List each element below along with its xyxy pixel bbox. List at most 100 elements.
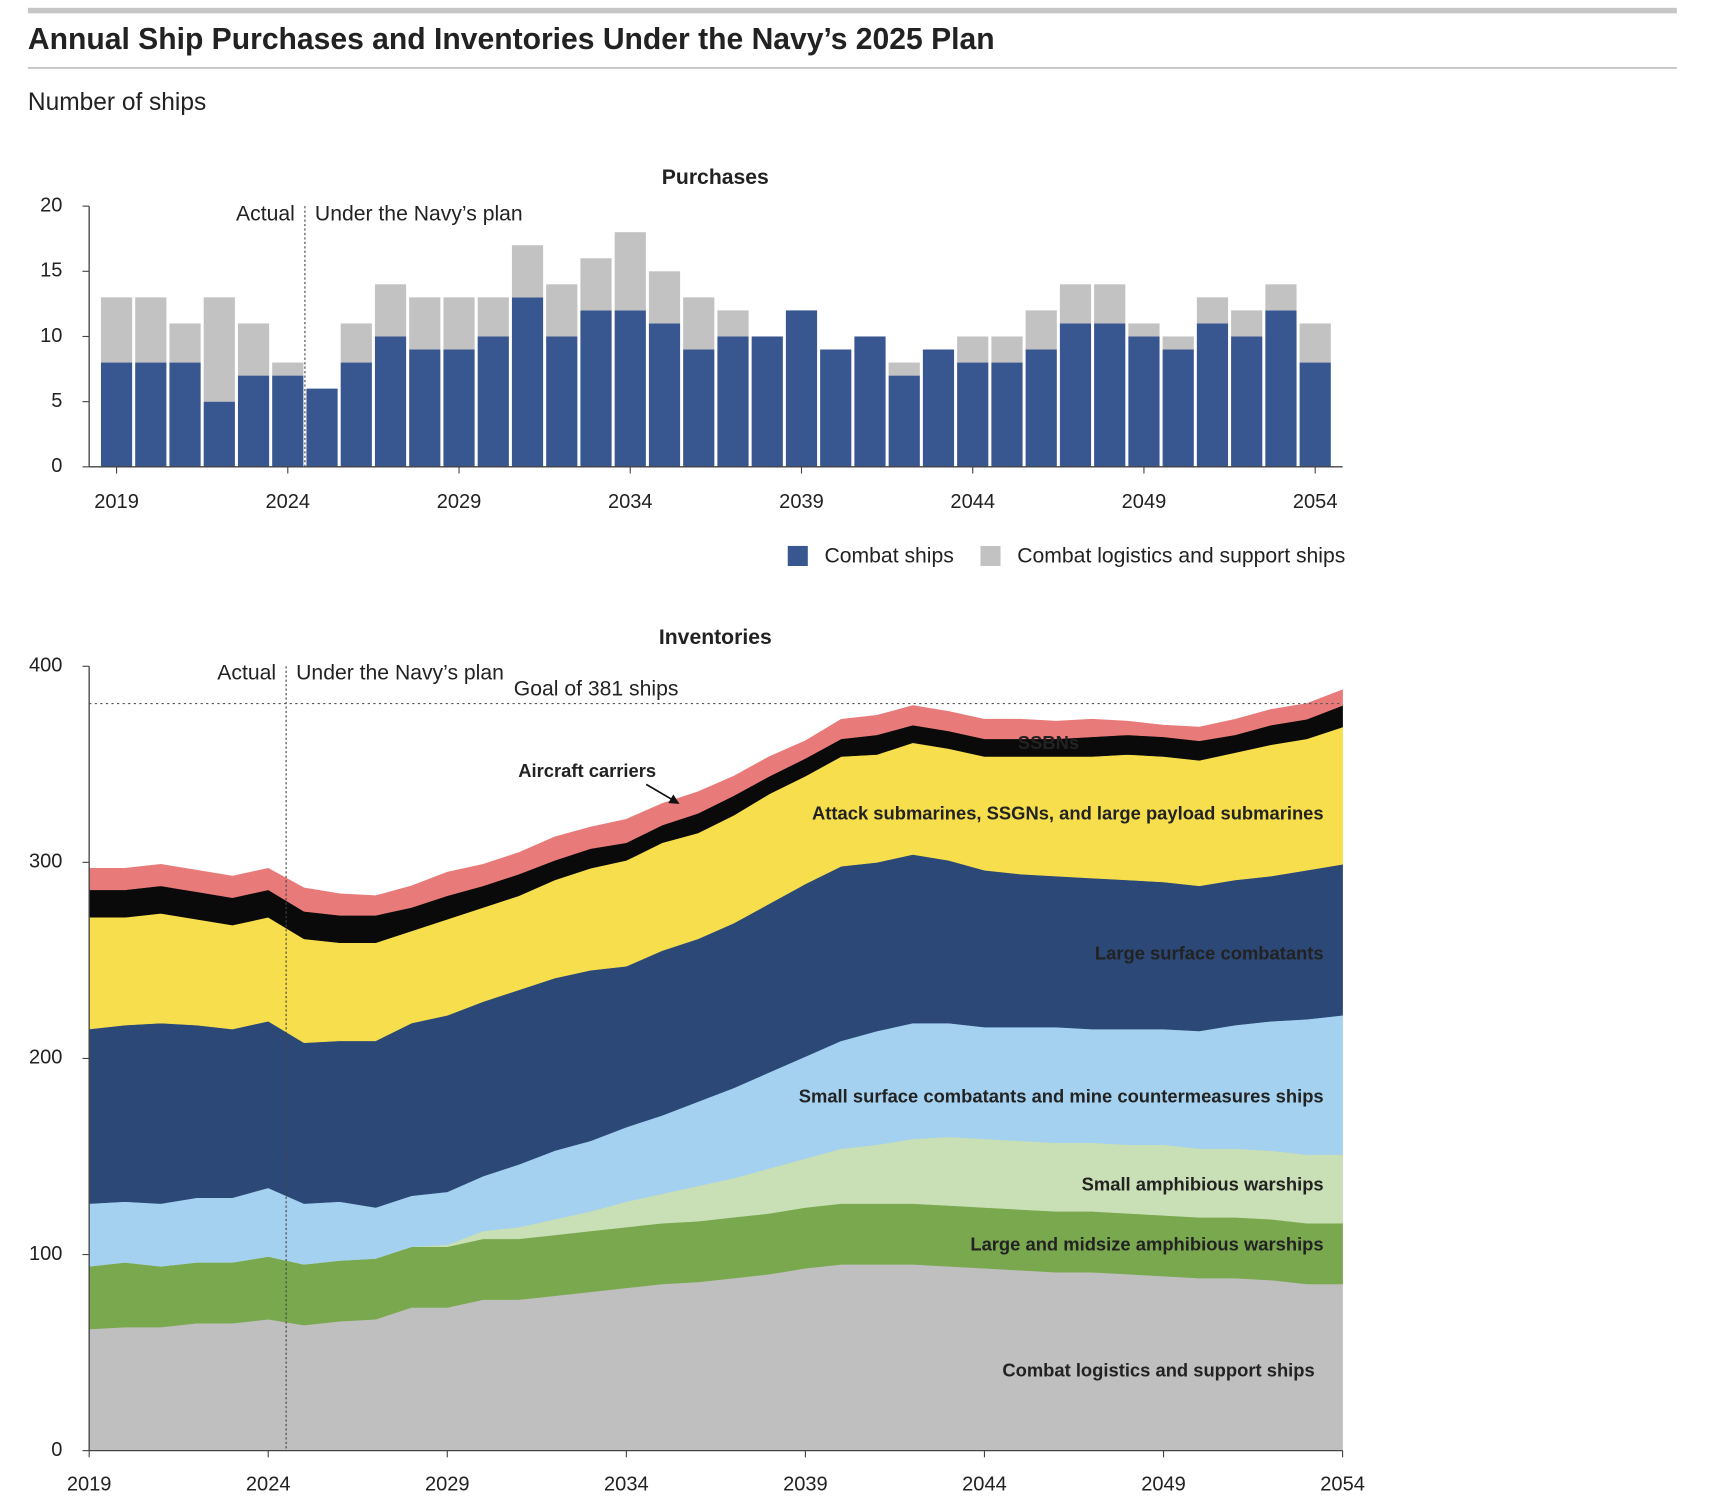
bar-segment [511, 245, 544, 298]
page-title: Annual Ship Purchases and Inventories Un… [28, 23, 995, 56]
bar-segment [306, 388, 338, 467]
x-tick-label: 2054 [1293, 491, 1338, 513]
bar-segment [237, 323, 270, 376]
bar-segment [888, 362, 920, 376]
x-tick-label: 2044 [950, 491, 995, 513]
plot-title: Inventories [659, 626, 772, 649]
y-tick-label: 300 [29, 851, 62, 873]
bar-segment [1094, 323, 1126, 467]
legend-label: Combat logistics and support ships [1017, 545, 1345, 568]
x-tick-label: 2044 [962, 1473, 1007, 1495]
series-label: Attack submarines, SSGNs, and large payl… [812, 802, 1324, 823]
bar-segment [272, 362, 304, 376]
bar-segment [237, 375, 270, 467]
bar-segment [374, 336, 407, 467]
bar-segment [340, 323, 372, 363]
bar-segment [580, 258, 612, 311]
bar-segment [546, 284, 578, 337]
bar-segment [820, 349, 852, 467]
bar-segment [648, 323, 681, 467]
bar-segment [169, 323, 201, 363]
x-tick-label: 2034 [608, 491, 653, 513]
x-tick-label: 2029 [437, 491, 482, 513]
header-bar [27, 7, 1677, 14]
x-tick-label: 2024 [246, 1473, 291, 1495]
legend-swatch [980, 545, 1001, 566]
series-label: Combat logistics and support ships [1002, 1359, 1314, 1380]
y-tick-label: 100 [29, 1243, 62, 1265]
bar-segment [100, 297, 133, 363]
bar-segment [374, 284, 407, 337]
bar-segment [1196, 323, 1229, 467]
annotation: Actual [236, 203, 295, 226]
x-tick-label: 2034 [604, 1473, 649, 1495]
bar-segment [991, 336, 1023, 363]
y-tick-label: 0 [51, 455, 62, 477]
area-layer [88, 689, 1343, 916]
bar-segment [135, 297, 167, 363]
bar-segment [751, 336, 783, 467]
series-label: SSBNs [1018, 732, 1079, 753]
bar-segment [340, 362, 372, 467]
series-label: Small surface combatants and mine counte… [799, 1085, 1324, 1106]
bar-segment [648, 271, 681, 324]
y-tick-label: 10 [40, 325, 62, 347]
bar-segment [409, 349, 441, 467]
bar-segment [614, 232, 646, 311]
goal-label: Goal of 381 ships [514, 677, 679, 700]
bar-segment [683, 297, 715, 350]
bar-segment [409, 297, 441, 350]
bar-segment [888, 375, 920, 467]
x-tick-label: 2049 [1122, 491, 1167, 513]
y-tick-label: 15 [40, 260, 62, 282]
bar-segment [922, 349, 955, 467]
x-tick-label: 2039 [779, 491, 824, 513]
bar-segment [1299, 362, 1331, 467]
bar-segment [443, 349, 475, 467]
annotation: Under the Navy’s plan [296, 662, 504, 685]
y-tick-label: 400 [29, 655, 62, 677]
bar-segment [135, 362, 167, 467]
bar-segment [1059, 323, 1092, 467]
bar-segment [477, 336, 509, 467]
bar-segment [1094, 284, 1126, 324]
bar-segment [1265, 284, 1297, 311]
plot-title: Purchases [662, 166, 769, 189]
y-tick-label: 20 [40, 194, 62, 216]
bar-segment [1162, 336, 1194, 350]
y-tick-label: 5 [51, 390, 62, 412]
bar-segment [683, 349, 715, 467]
bar-segment [203, 297, 235, 402]
bar-segment [1231, 336, 1263, 467]
bar-segment [854, 336, 886, 467]
bar-segment [100, 362, 133, 467]
series-label: Small amphibious warships [1082, 1173, 1324, 1194]
x-tick-label: 2029 [425, 1473, 470, 1495]
bar-segment [1299, 323, 1331, 363]
x-tick-label: 2054 [1320, 1473, 1365, 1495]
bar-segment [957, 336, 989, 363]
series-label: Large surface combatants [1095, 943, 1324, 964]
bar-segment [1025, 349, 1057, 467]
annotation: Actual [217, 662, 276, 685]
plots: Purchases 0 5 10 15 20 2019 2024 2029 2034 2039 204… [29, 166, 1365, 1496]
bar-segment [1059, 284, 1092, 324]
x-tick-label: 2039 [783, 1473, 828, 1495]
y-tick-label: 0 [51, 1439, 62, 1461]
legend-label: Combat ships [825, 545, 954, 568]
series-label: Large and midsize amphibious warships [970, 1233, 1323, 1254]
bar-segment [580, 310, 612, 467]
x-tick-label: 2049 [1141, 1473, 1186, 1495]
bar-segment [785, 310, 818, 467]
page-subtitle: Number of ships [28, 89, 206, 116]
x-tick-label: 2024 [265, 491, 310, 513]
carrier-arrow [645, 783, 680, 805]
bar-segment [443, 297, 475, 350]
bar-segment [1128, 323, 1160, 337]
bar-segment [957, 362, 989, 467]
bar-segment [614, 310, 646, 467]
legend-swatch [787, 545, 808, 566]
bar-segment [1162, 349, 1194, 467]
